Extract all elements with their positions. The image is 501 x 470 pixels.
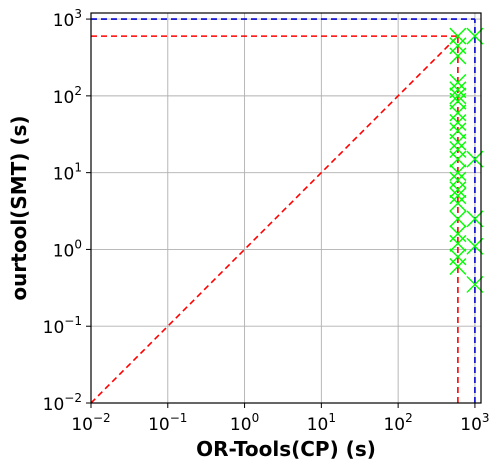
data-point-x-marker [449, 73, 467, 91]
data-point-x-marker [449, 187, 467, 205]
data-point-x-marker [449, 47, 467, 65]
data-point-x-marker [449, 257, 467, 275]
data-point-x-marker [449, 141, 467, 159]
data-point-x-marker [466, 210, 484, 228]
data-point-x-marker [449, 113, 467, 131]
x-tick-label: 103 [460, 411, 489, 435]
data-points [449, 27, 484, 293]
y-axis-title: ourtool(SMT) (s) [7, 115, 31, 300]
y-tick-label: 100 [53, 237, 82, 261]
data-point-x-marker [449, 150, 467, 168]
x-tick-label: 101 [307, 411, 336, 435]
data-point-x-marker [449, 133, 467, 151]
y-tick-label: 101 [53, 161, 82, 185]
data-point-x-marker [449, 171, 467, 189]
reference-lines [90, 18, 476, 404]
data-point-x-marker [449, 164, 467, 182]
data-point-x-marker [449, 194, 467, 212]
diagonal-reference-line [90, 35, 459, 404]
x-tick-label: 10−2 [71, 411, 110, 435]
data-point-x-marker [449, 248, 467, 266]
data-point-x-marker [466, 275, 484, 293]
y-tick-label: 103 [53, 7, 82, 31]
data-point-x-marker [449, 27, 467, 45]
data-point-x-marker [449, 104, 467, 122]
data-point-x-marker [466, 27, 484, 45]
data-point-x-marker [449, 210, 467, 228]
data-point-x-marker [466, 150, 484, 168]
x-tick-label: 100 [230, 411, 259, 435]
data-point-x-marker [449, 234, 467, 252]
y-tick-label: 10−2 [43, 391, 82, 415]
data-point-x-marker [449, 87, 467, 105]
data-point-x-marker [449, 181, 467, 199]
data-point-x-marker [466, 237, 484, 255]
x-axis-title: OR-Tools(CP) (s) [196, 437, 376, 461]
y-tick-label: 102 [53, 84, 82, 108]
axis-ticks: 10−2 10−1 100 101 102 103 10−2 10−1 100 101 102 103 [43, 7, 490, 435]
data-point-x-marker [449, 225, 467, 243]
plot-frame [90, 12, 482, 404]
x-tick-label: 102 [383, 411, 412, 435]
y-tick-label: 10−1 [43, 314, 82, 338]
x-tick-label: 10−1 [148, 411, 187, 435]
